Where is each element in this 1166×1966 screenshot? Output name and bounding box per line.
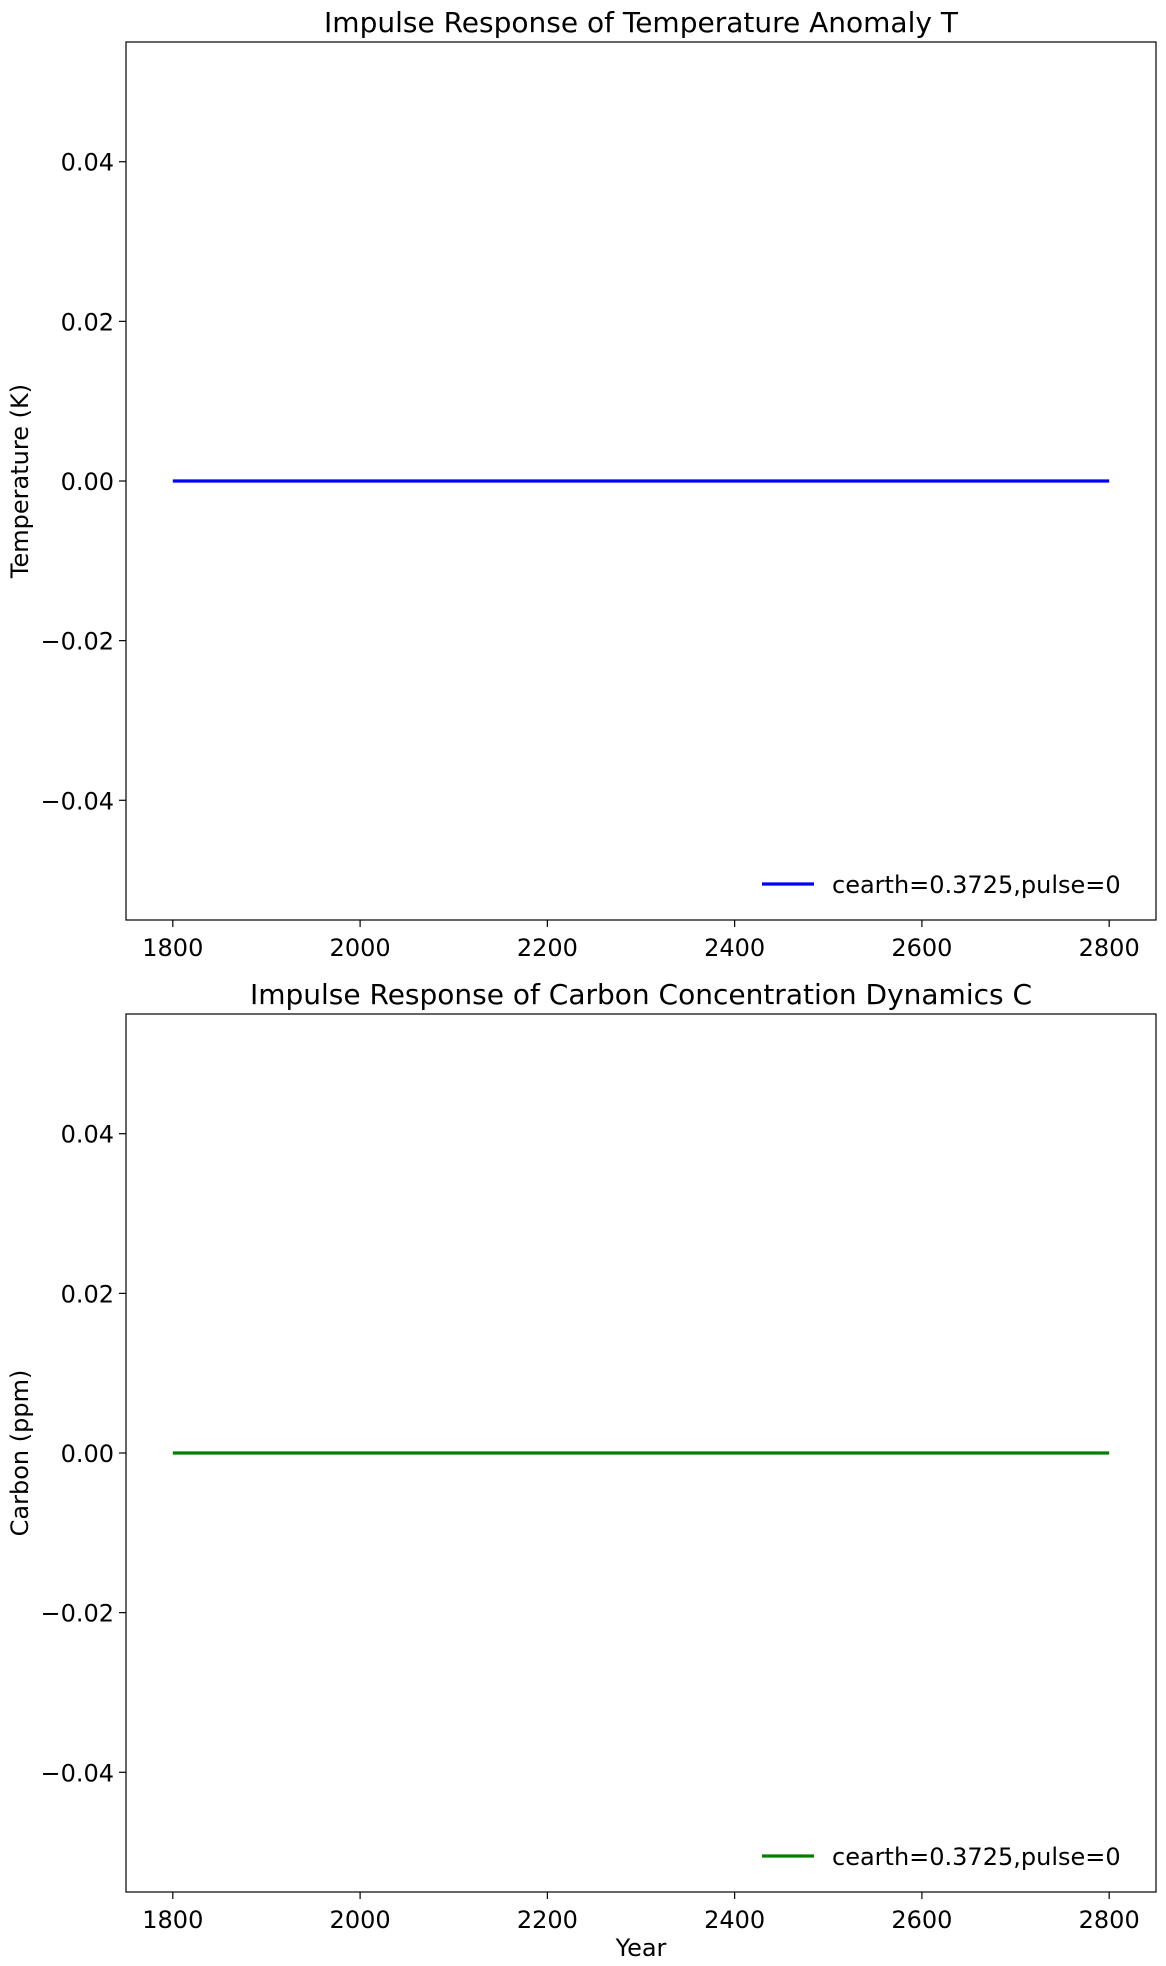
chart-2-x-tick-label: 1800 [142, 1906, 203, 1934]
chart-1-legend-label: cearth=0.3725,pulse=0 [832, 871, 1121, 899]
chart-2-x-tick-label: 2800 [1079, 1906, 1140, 1934]
chart-2-y-tick-label: −0.04 [40, 1759, 114, 1787]
chart-2-x-tick-label: 2400 [704, 1906, 765, 1934]
chart-1-y-tick-label: 0.00 [61, 468, 114, 496]
chart-1-x-tick-label: 2800 [1079, 934, 1140, 962]
chart-2-title: Impulse Response of Carbon Concentration… [250, 978, 1032, 1011]
chart-1-y-tick-label: −0.04 [40, 787, 114, 815]
chart-1-x-tick-label: 1800 [142, 934, 203, 962]
chart-2-y-tick-label: 0.00 [61, 1440, 114, 1468]
chart-1-y-tick-label: 0.04 [61, 149, 114, 177]
chart-2-y-tick-label: −0.02 [40, 1600, 114, 1628]
chart-2-legend-label: cearth=0.3725,pulse=0 [832, 1843, 1121, 1871]
chart-1-x-tick-label: 2400 [704, 934, 765, 962]
chart-1-title: Impulse Response of Temperature Anomaly … [324, 6, 959, 39]
chart-1-x-tick-label: 2600 [891, 934, 952, 962]
chart-1-x-tick-label: 2000 [330, 934, 391, 962]
chart-1-y-tick-label: 0.02 [61, 308, 114, 336]
chart-1: Impulse Response of Temperature Anomaly … [6, 6, 1157, 962]
chart-1-y-axis-label: Temperature (K) [6, 384, 34, 579]
chart-2-y-tick-label: 0.02 [61, 1280, 114, 1308]
chart-2-x-axis-label: Year [615, 1934, 667, 1962]
chart-1-x-tick-label: 2200 [517, 934, 578, 962]
chart-2-x-tick-label: 2000 [330, 1906, 391, 1934]
chart-2-x-tick-label: 2600 [891, 1906, 952, 1934]
chart-1-y-tick-label: −0.02 [40, 628, 114, 656]
chart-2-y-axis-label: Carbon (ppm) [6, 1370, 34, 1537]
chart-2-x-tick-label: 2200 [517, 1906, 578, 1934]
chart-2-y-tick-label: 0.04 [61, 1121, 114, 1149]
chart-2: Impulse Response of Carbon Concentration… [6, 978, 1157, 1962]
